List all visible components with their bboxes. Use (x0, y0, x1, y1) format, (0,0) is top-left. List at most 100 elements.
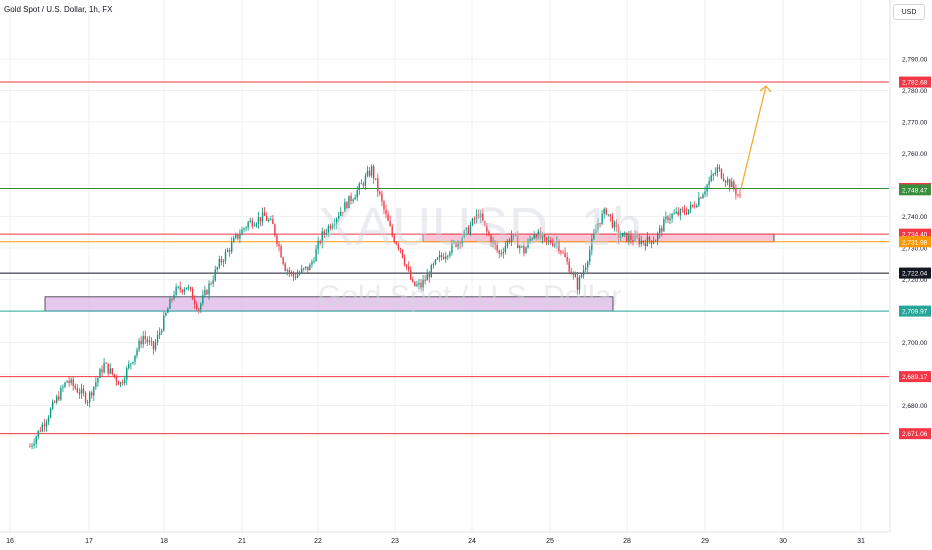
candle-body (479, 213, 482, 218)
x-tick-label: 25 (546, 538, 554, 545)
projection-arrow-line[interactable] (740, 85, 767, 189)
price-tag[interactable] (899, 428, 931, 440)
x-tick-label: 31 (857, 538, 865, 545)
candle-body (80, 388, 83, 394)
candle-body (300, 268, 303, 273)
price-tag[interactable] (899, 76, 931, 88)
candle-body (354, 197, 356, 200)
candle-body (146, 339, 149, 343)
candle-body (729, 179, 731, 188)
candle-body (572, 273, 575, 275)
candle-body (554, 243, 556, 246)
candle-body (95, 382, 97, 387)
price-tag[interactable] (899, 371, 931, 383)
candle-body (490, 235, 492, 244)
candle-body (424, 280, 426, 281)
candle-body (385, 209, 387, 214)
price-tag-label: 2,782.68 (902, 80, 928, 87)
candle-body (140, 340, 142, 345)
candle-body (545, 237, 548, 240)
price-tag[interactable] (899, 305, 931, 317)
candle-body (650, 240, 653, 244)
candle-body (237, 234, 239, 239)
candle-body (117, 381, 120, 385)
candle-body (582, 270, 585, 276)
candle-body (731, 181, 733, 188)
candle-body (261, 212, 264, 222)
x-tick-label: 16 (6, 538, 14, 545)
candle-body (245, 227, 247, 229)
candle-body (235, 234, 237, 239)
watermark-description: Gold Spot / U.S. Dollar (318, 280, 622, 313)
candle-body (360, 183, 363, 185)
candle-body (134, 355, 136, 362)
candle-body (313, 261, 315, 263)
x-tick-label: 22 (314, 538, 322, 545)
candle-body (375, 178, 377, 180)
price-tag-label: 2,734.40 (902, 232, 928, 239)
candle-body (733, 181, 735, 189)
candle-body (325, 233, 328, 235)
candle-body (39, 430, 41, 432)
candle-body (309, 264, 311, 271)
candle-body (284, 263, 286, 271)
price-tag-label: 2,731.98 (902, 239, 928, 246)
candle-body (654, 240, 657, 242)
candle-body (323, 231, 325, 234)
candle-body (29, 446, 31, 448)
candle-body (700, 197, 702, 199)
candle-body (543, 234, 546, 238)
candle-body (379, 191, 381, 194)
y-tick-label: 2,720.00 (902, 277, 928, 284)
candle-body (175, 286, 177, 295)
x-tick-label: 24 (468, 538, 476, 545)
candle-body (694, 206, 696, 208)
candle-body (531, 238, 533, 240)
candle-body (292, 272, 295, 277)
candle-body (663, 219, 665, 232)
candle-body (377, 178, 379, 192)
price-tag[interactable] (899, 184, 931, 196)
candle-body (387, 213, 389, 221)
price-tag[interactable] (899, 236, 931, 248)
candle-body (689, 204, 692, 210)
candle-body (504, 245, 507, 253)
candle-body (605, 208, 607, 215)
candle-body (430, 265, 433, 278)
candle-body (412, 279, 414, 282)
candle-body (560, 250, 562, 253)
candle-body (115, 376, 118, 382)
y-tick-label: 2,740.00 (902, 214, 928, 221)
candle-body (498, 250, 500, 254)
price-tag[interactable] (899, 267, 931, 279)
candle-body (718, 167, 721, 169)
projection-arrow-head (759, 85, 772, 93)
candle-body (136, 349, 138, 356)
candle-body (130, 363, 132, 365)
candle-body (251, 220, 253, 227)
candle-body (76, 388, 79, 393)
candle-body (420, 282, 422, 288)
candle-body (426, 274, 428, 281)
candle-body (210, 283, 212, 285)
currency-button[interactable]: USD (893, 4, 925, 20)
y-tick-label: 2,700.00 (902, 340, 928, 347)
candle-body (214, 269, 216, 281)
candle-body (259, 217, 262, 222)
candle-body (529, 239, 531, 241)
candle-body (467, 227, 470, 234)
candle-body (502, 252, 505, 254)
candle-body (154, 342, 157, 350)
candle-body (671, 214, 673, 219)
candle-body (230, 242, 233, 252)
candle-body (601, 213, 603, 224)
candle-body (593, 233, 595, 239)
candle-body (624, 232, 626, 234)
x-tick-label: 23 (391, 538, 399, 545)
candle-body (500, 253, 502, 255)
price-tag[interactable] (899, 228, 931, 240)
candle-body (609, 214, 612, 217)
price-tag-label: 2,722.04 (902, 271, 928, 278)
candle-body (56, 396, 58, 403)
